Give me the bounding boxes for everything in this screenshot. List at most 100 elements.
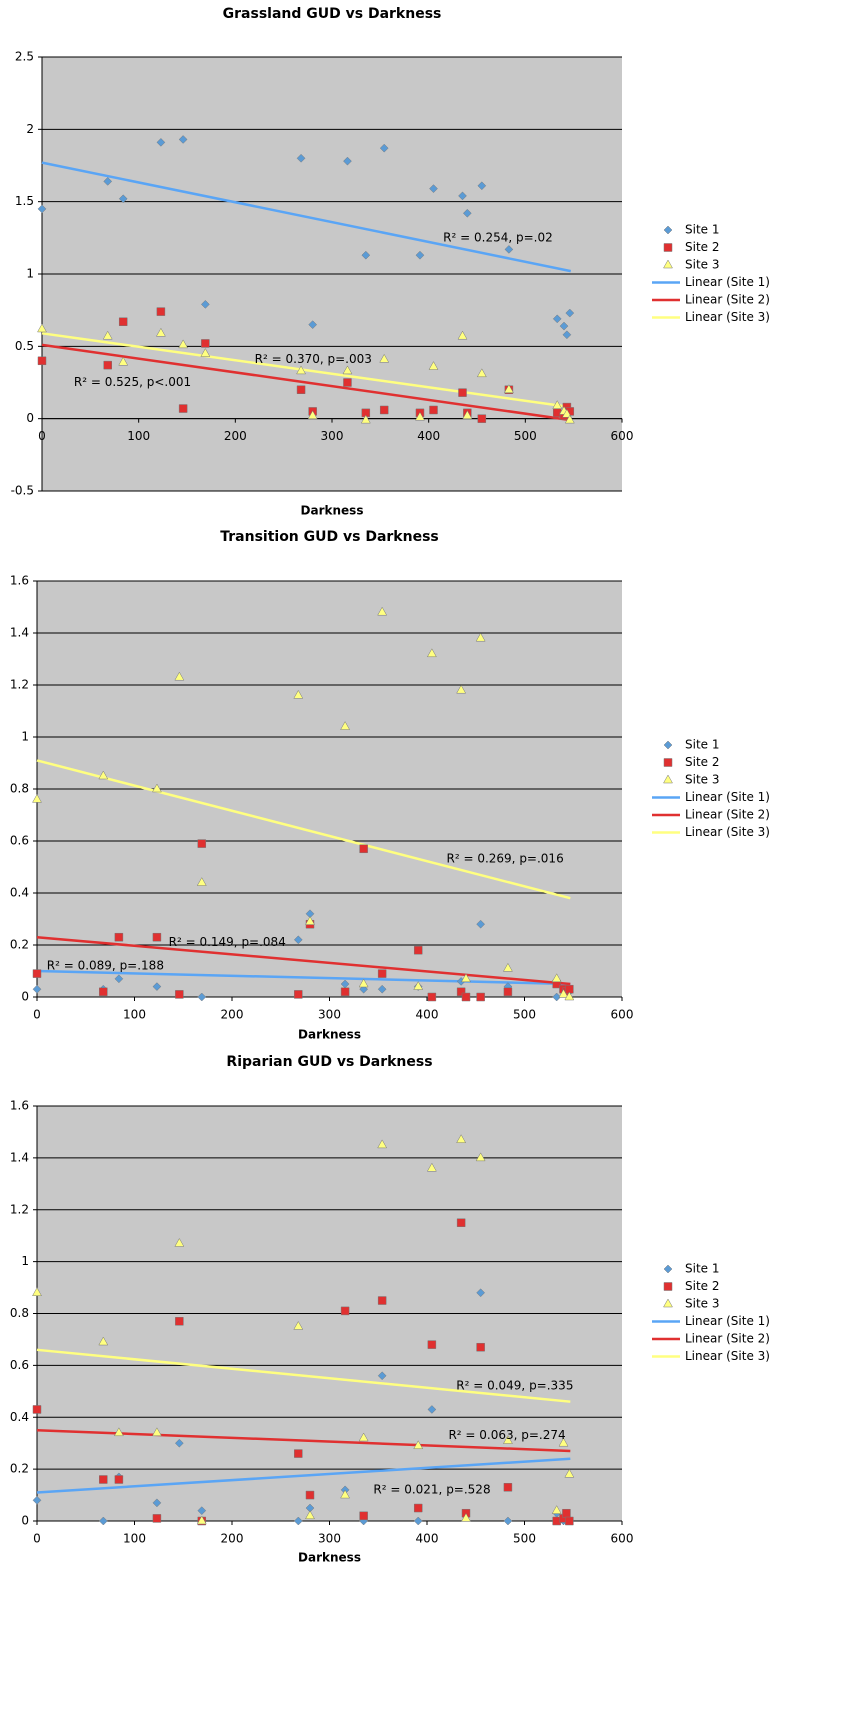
data-point: [37, 204, 47, 214]
legend-label: Site 2: [685, 1279, 720, 1293]
data-point: [151, 1427, 162, 1437]
data-point: [503, 987, 513, 997]
data-point: [413, 1440, 424, 1450]
data-point: [37, 356, 47, 366]
chart-title: Transition GUD vs Darkness: [220, 529, 439, 545]
x-tick-label: 0: [33, 1532, 41, 1546]
legend-label: Site 2: [685, 240, 720, 254]
y-tick-label: 1.6: [10, 574, 29, 588]
data-point: [32, 1287, 42, 1296]
legend-label: Site 2: [685, 755, 720, 769]
x-tick-label: 500: [514, 429, 537, 443]
data-point: [308, 320, 318, 329]
data-point: [564, 1468, 575, 1478]
trendline: [41, 343, 571, 422]
data-point: [565, 1516, 574, 1526]
data-point: [343, 156, 352, 166]
data-point: [175, 1317, 184, 1326]
y-tick-label: 0: [21, 990, 29, 1004]
data-point: [379, 405, 389, 415]
x-tick-label: 100: [127, 429, 150, 443]
data-point: [552, 992, 562, 1002]
data-point: [156, 137, 166, 147]
data-point: [98, 1516, 108, 1526]
data-point: [196, 877, 207, 886]
data-point: [413, 1503, 423, 1513]
data-point: [551, 973, 562, 983]
x-axis-label: Darkness: [298, 1551, 361, 1565]
data-point: [461, 992, 471, 1002]
data-point: [114, 974, 124, 984]
legend-marker: [663, 1264, 673, 1274]
annotation: R² = 0.021, p=.528: [373, 1482, 490, 1496]
y-tick-label: 0.8: [10, 782, 29, 796]
y-tick-label: 1.2: [10, 678, 29, 692]
legend-label: Linear (Site 1): [685, 275, 770, 289]
trendline: [36, 759, 571, 900]
data-point: [477, 414, 487, 423]
data-point: [32, 984, 42, 994]
data-point: [462, 208, 472, 218]
legend-marker: [663, 243, 673, 252]
data-point: [152, 982, 162, 991]
data-point: [340, 987, 350, 997]
chart-title: Riparian GUD vs Darkness: [226, 1054, 432, 1070]
data-point: [413, 981, 424, 990]
y-tick-label: 0.4: [10, 886, 29, 900]
data-point: [358, 1432, 369, 1442]
data-point: [477, 181, 487, 191]
data-point: [413, 1516, 423, 1526]
data-point: [379, 143, 389, 153]
data-point: [415, 411, 425, 421]
data-point: [551, 1505, 562, 1514]
legend-marker: [663, 1282, 673, 1291]
annotation: R² = 0.254, p=.02: [443, 230, 553, 244]
data-point: [476, 919, 485, 929]
x-tick-label: 500: [513, 1532, 536, 1546]
data-point: [379, 353, 390, 363]
legend-label: Site 1: [685, 1262, 720, 1276]
data-point: [427, 992, 437, 1002]
data-point: [559, 321, 569, 331]
y-tick-label: 1.5: [15, 194, 34, 208]
data-point: [564, 414, 575, 424]
data-point: [457, 330, 468, 340]
chart-title: Grassland GUD vs Darkness: [223, 6, 442, 22]
legend-label: Site 3: [685, 773, 720, 787]
data-point: [458, 191, 467, 201]
y-tick-label: 0.6: [10, 1358, 29, 1372]
data-point: [562, 330, 572, 340]
data-point: [458, 388, 467, 397]
data-point: [503, 1483, 513, 1492]
legend-marker: [663, 225, 673, 235]
data-point: [294, 990, 303, 999]
data-point: [294, 1449, 303, 1458]
data-point: [178, 135, 188, 144]
data-point: [155, 327, 166, 337]
legend-label: Linear (Site 3): [685, 825, 770, 839]
data-point: [152, 1514, 162, 1523]
x-tick-label: 0: [33, 1008, 41, 1022]
annotation: R² = 0.525, p<.001: [74, 375, 191, 389]
x-tick-label: 600: [611, 1532, 634, 1546]
data-point: [296, 385, 306, 394]
legend-label: Linear (Site 1): [685, 790, 770, 804]
data-point: [361, 408, 371, 418]
y-tick-label: 2: [26, 122, 34, 136]
data-point: [413, 945, 423, 955]
data-point: [552, 314, 562, 324]
data-point: [175, 990, 184, 999]
x-tick-label: 100: [123, 1532, 146, 1546]
y-tick-label: 0.6: [10, 834, 29, 848]
data-point: [201, 300, 210, 309]
data-point: [343, 378, 352, 387]
data-point: [475, 632, 486, 642]
data-point: [503, 384, 514, 393]
data-point: [503, 1516, 513, 1526]
annotation: R² = 0.089, p=.188: [47, 958, 164, 972]
data-point: [429, 184, 438, 194]
y-tick-label: 1.4: [10, 1150, 29, 1164]
data-point: [342, 365, 353, 375]
data-point: [114, 1475, 124, 1484]
